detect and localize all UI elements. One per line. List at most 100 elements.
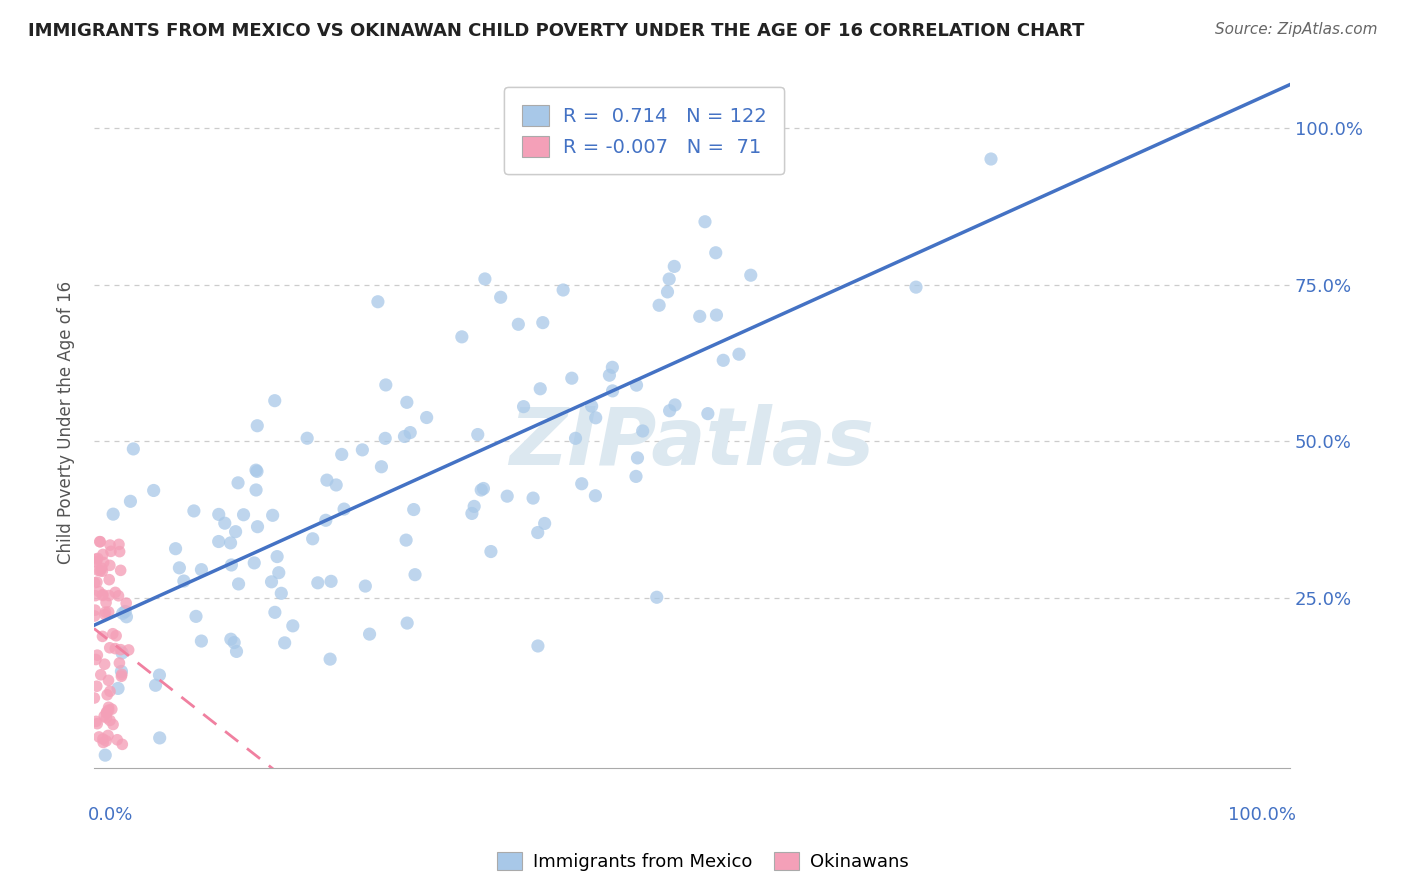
Point — [87, 730, 110, 744]
Point — [402, 502, 425, 516]
Point — [396, 616, 419, 631]
Point — [101, 626, 124, 640]
Point — [602, 384, 624, 398]
Point — [93, 657, 115, 672]
Point — [585, 410, 607, 425]
Point — [169, 561, 191, 575]
Point — [98, 558, 121, 573]
Legend: R =  0.714   N = 122, R = -0.007   N =  71: R = 0.714 N = 122, R = -0.007 N = 71 — [505, 87, 785, 174]
Point — [270, 586, 292, 600]
Point — [118, 643, 141, 657]
Point — [110, 665, 132, 679]
Point — [224, 635, 246, 649]
Point — [461, 507, 484, 521]
Point — [97, 703, 120, 717]
Point — [295, 431, 318, 445]
Point — [706, 308, 728, 322]
Point — [395, 395, 418, 409]
Point — [529, 382, 551, 396]
Point — [624, 469, 647, 483]
Point — [664, 260, 686, 274]
Point — [87, 551, 110, 566]
Point — [90, 667, 112, 681]
Point — [190, 563, 212, 577]
Point — [260, 574, 283, 589]
Point — [84, 652, 107, 666]
Point — [246, 519, 269, 533]
Point — [246, 464, 269, 478]
Point — [740, 268, 762, 283]
Point — [93, 709, 115, 723]
Point — [526, 525, 548, 540]
Point — [333, 502, 356, 516]
Point — [219, 536, 242, 550]
Point — [142, 483, 165, 498]
Point — [91, 564, 114, 578]
Point — [84, 714, 107, 729]
Point — [527, 639, 550, 653]
Point — [561, 371, 583, 385]
Point — [648, 298, 671, 312]
Point — [83, 690, 105, 705]
Point — [104, 585, 127, 599]
Point — [711, 353, 734, 368]
Point — [472, 482, 495, 496]
Legend: Immigrants from Mexico, Okinawans: Immigrants from Mexico, Okinawans — [489, 845, 917, 879]
Point — [266, 549, 288, 564]
Point — [626, 450, 648, 465]
Point — [83, 609, 105, 624]
Point — [394, 429, 416, 443]
Point — [273, 636, 295, 650]
Point — [645, 591, 668, 605]
Point — [522, 491, 544, 505]
Point — [91, 588, 114, 602]
Point — [84, 552, 107, 566]
Point — [84, 603, 107, 617]
Point — [693, 215, 716, 229]
Point — [262, 508, 284, 523]
Point — [148, 668, 170, 682]
Point — [97, 673, 120, 688]
Point — [214, 516, 236, 531]
Point — [319, 574, 342, 589]
Point — [904, 280, 927, 294]
Point — [91, 629, 114, 643]
Point — [87, 584, 110, 599]
Text: 0.0%: 0.0% — [89, 805, 134, 823]
Point — [533, 516, 555, 531]
Point — [94, 748, 117, 763]
Text: Source: ZipAtlas.com: Source: ZipAtlas.com — [1215, 22, 1378, 37]
Point — [110, 642, 132, 657]
Text: 100.0%: 100.0% — [1227, 805, 1296, 823]
Point — [404, 567, 426, 582]
Point — [658, 403, 681, 417]
Point — [98, 640, 121, 655]
Point — [474, 272, 496, 286]
Point — [184, 609, 207, 624]
Point — [496, 489, 519, 503]
Point — [86, 575, 108, 590]
Text: ZIPatlas: ZIPatlas — [509, 404, 875, 483]
Point — [91, 548, 114, 562]
Point — [470, 483, 492, 497]
Point — [115, 609, 138, 624]
Point — [307, 575, 329, 590]
Point — [531, 316, 554, 330]
Point — [98, 573, 121, 587]
Point — [105, 732, 128, 747]
Point — [450, 330, 472, 344]
Point — [374, 378, 396, 392]
Point — [91, 735, 114, 749]
Point — [108, 544, 131, 558]
Point — [301, 532, 323, 546]
Point — [354, 579, 377, 593]
Point — [86, 716, 108, 731]
Point — [352, 442, 374, 457]
Point — [208, 534, 231, 549]
Point — [489, 290, 512, 304]
Point — [316, 473, 339, 487]
Point — [221, 558, 243, 572]
Point — [479, 544, 502, 558]
Point — [108, 656, 131, 670]
Point — [97, 728, 120, 742]
